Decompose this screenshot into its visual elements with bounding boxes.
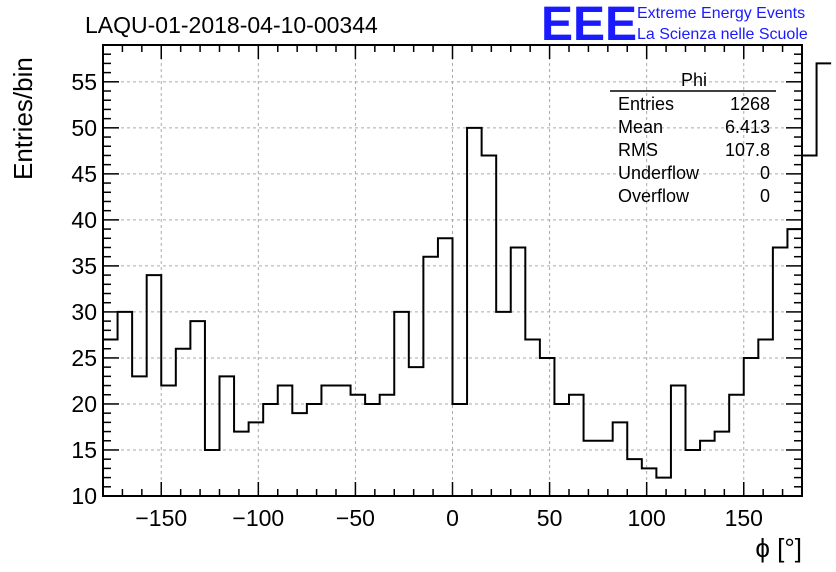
y-tick-label: 45 [71,161,97,187]
stats-row-label: Entries [618,94,674,114]
stats-row-value: 1268 [730,94,770,114]
stats-row-label: Mean [618,117,663,137]
y-tick-label: 35 [71,253,97,279]
y-tick-label: 30 [71,299,97,325]
y-tick-label: 10 [71,483,97,509]
stats-row-label: Overflow [618,186,690,206]
y-tick-label: 50 [71,115,97,141]
x-tick-label: −50 [336,505,375,531]
x-tick-label: −150 [135,505,187,531]
y-tick-label: 20 [71,391,97,417]
x-tick-label: −100 [232,505,284,531]
x-tick-label: 100 [627,505,665,531]
eee-logo-mark: EEE [541,0,637,51]
eee-logo-line1: Extreme Energy Events [637,5,805,22]
y-tick-label: 40 [71,207,97,233]
stats-row-value: 6.413 [725,117,770,137]
eee-logo: EEE Extreme Energy Events La Scienza nel… [541,0,808,51]
chart-title: LAQU-01-2018-04-10-00344 [85,12,378,38]
x-axis-label: ϕ [°] [755,533,802,563]
x-tick-label: 0 [446,505,459,531]
stats-box: Phi Entries 1268 Mean 6.413 RMS 107.8 Underflo… [610,70,776,206]
x-tick-label: 50 [537,505,563,531]
stats-row-value: 0 [760,163,770,183]
eee-logo-line2: La Scienza nelle Scuole [637,26,808,43]
y-axis-label: Entries/bin [8,57,38,180]
y-tick-label: 15 [71,437,97,463]
x-axis: −150 −100 −50 0 50 100 150 [102,45,803,531]
y-tick-label: 25 [71,345,97,371]
stats-title: Phi [681,70,707,90]
histogram-step-line [103,62,832,479]
stats-row-value: 107.8 [725,140,770,160]
x-tick-label: 150 [725,505,763,531]
stats-row-label: RMS [618,140,658,160]
stats-row-label: Underflow [618,163,700,183]
stats-row-value: 0 [760,186,770,206]
y-axis: 10 15 20 25 30 35 40 45 50 55 [71,44,802,509]
y-tick-label: 55 [71,69,97,95]
